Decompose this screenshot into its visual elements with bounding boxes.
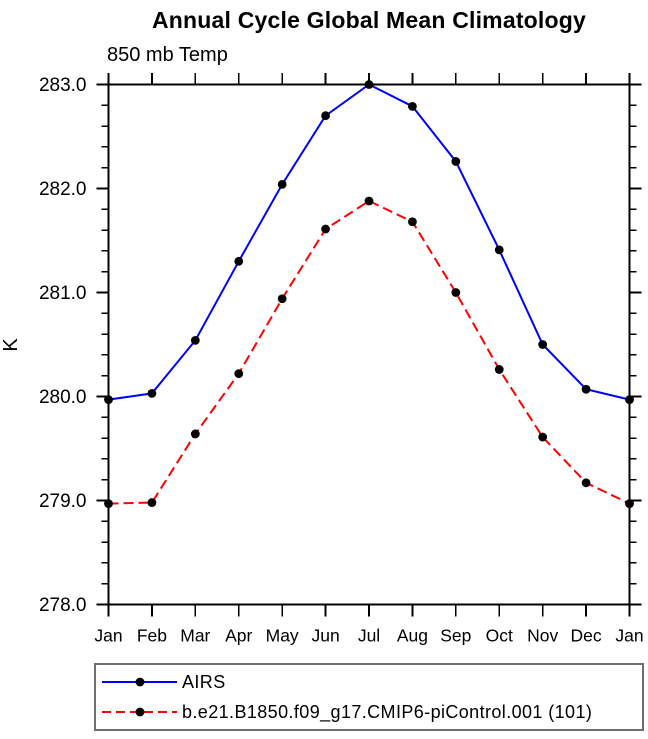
x-tick-label: Apr <box>225 626 252 646</box>
y-tick-label: 279.0 <box>39 491 87 512</box>
x-tick-label: Aug <box>397 626 428 646</box>
axis-frame <box>107 83 631 606</box>
series-marker-picontrol <box>321 224 330 234</box>
series-marker-picontrol <box>451 288 461 297</box>
y-tick-label: 282.0 <box>39 179 87 200</box>
series-marker-picontrol <box>147 498 157 507</box>
series-marker-airs <box>364 80 374 89</box>
legend-sample-marker <box>135 707 145 717</box>
series-marker-airs <box>321 111 330 121</box>
legend-line-sample-dashed-icon <box>102 707 177 717</box>
series-marker-airs <box>104 395 113 405</box>
series-marker-picontrol <box>364 196 374 206</box>
legend-line-sample-solid-icon <box>102 677 177 687</box>
x-tick-label: Nov <box>527 626 558 646</box>
series-marker-airs <box>625 395 634 405</box>
series-marker-airs <box>581 384 591 394</box>
y-tick-label: 281.0 <box>39 283 87 304</box>
series-marker-picontrol <box>538 432 548 442</box>
legend-label-airs: AIRS <box>182 671 226 692</box>
x-tick-label: Jan <box>94 626 122 646</box>
legend-item-picontrol: b.e21.B1850.f09_g17.CMIP6-piControl.001 … <box>100 697 642 727</box>
series-marker-picontrol <box>104 499 113 509</box>
x-tick-label: Jan <box>615 626 643 646</box>
x-tick-label: Feb <box>137 626 167 646</box>
y-tick-label: 283.0 <box>39 75 87 96</box>
x-tick-label: Sep <box>440 626 471 646</box>
x-tick-label: Oct <box>486 626 513 646</box>
legend: AIRS b.e21.B1850.f09_g17.CMIP6-piControl… <box>94 663 644 731</box>
plot-area: 278.0 279.0 280.0 281.0 282.0 283.0 Jan Feb Mar A… <box>0 73 644 646</box>
series-marker-picontrol <box>190 429 200 439</box>
series-marker-airs <box>494 245 504 255</box>
x-tick-label: Jun <box>311 626 339 646</box>
series-marker-airs <box>277 179 287 189</box>
legend-sample-marker <box>135 677 145 687</box>
y-tick-label: 278.0 <box>39 595 87 616</box>
series-marker-airs <box>538 340 548 349</box>
series-marker-picontrol <box>625 499 634 509</box>
series-marker-picontrol <box>494 365 504 374</box>
x-tick-label: May <box>266 626 299 646</box>
legend-label-picontrol: b.e21.B1850.f09_g17.CMIP6-piControl.001 … <box>182 701 593 722</box>
series-marker-airs <box>451 157 461 166</box>
x-tick-label: Mar <box>180 626 210 646</box>
chart-subtitle: 850 mb Temp <box>107 44 228 66</box>
series-marker-airs <box>190 335 200 345</box>
series-line-airs <box>108 83 630 401</box>
series-marker-picontrol <box>408 217 417 227</box>
series-marker-airs <box>234 256 244 266</box>
series-marker-picontrol <box>581 478 591 488</box>
y-tick-label: 280.0 <box>39 387 87 408</box>
series-marker-picontrol <box>277 294 287 304</box>
x-tick-label: Jul <box>358 626 380 646</box>
series-marker-picontrol <box>234 369 244 379</box>
series-marker-airs <box>147 388 157 398</box>
x-tick-label: Dec <box>571 626 602 646</box>
chart-title: Annual Cycle Global Mean Climatology <box>151 7 587 33</box>
legend-item-airs: AIRS <box>100 667 642 697</box>
series-marker-airs <box>408 101 417 111</box>
y-axis-label: K <box>0 338 22 352</box>
